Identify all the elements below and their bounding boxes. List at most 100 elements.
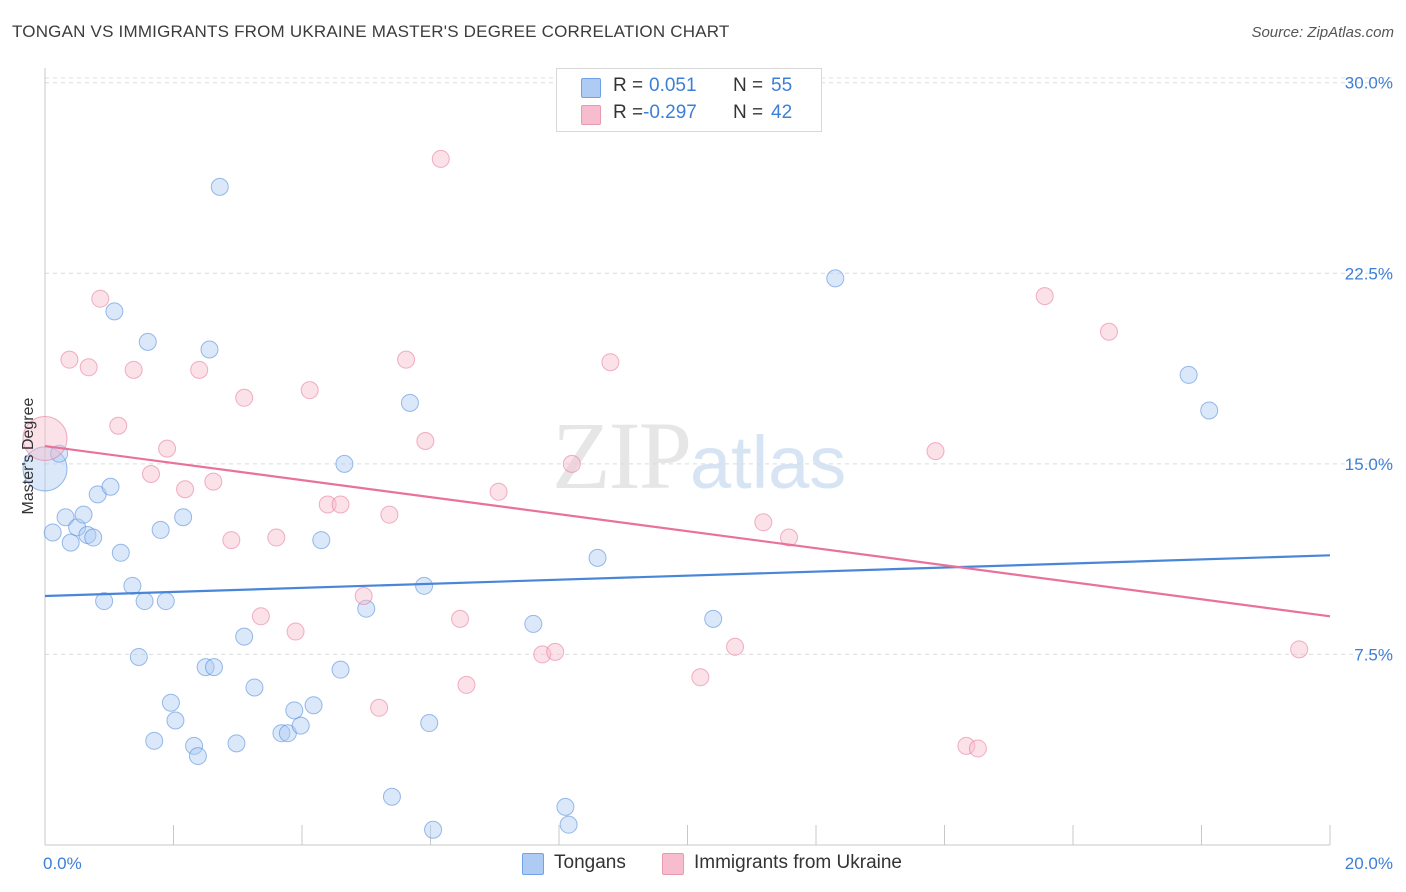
data-point (300, 381, 319, 400)
y-tick-label: 15.0% (1345, 455, 1393, 474)
data-point (95, 592, 114, 611)
data-point (1290, 640, 1309, 659)
trend-line-tongans (44, 554, 1331, 598)
data-point (245, 678, 264, 697)
data-point (291, 716, 310, 735)
data-point (726, 637, 745, 656)
data-point (559, 815, 578, 834)
data-point (156, 592, 175, 611)
watermark: ZIPatlas (552, 400, 846, 511)
data-point (286, 622, 305, 641)
data-point (335, 454, 354, 473)
legend-swatch-tongans (522, 853, 544, 875)
data-point (489, 482, 508, 501)
legend-label: Immigrants from Ukraine (694, 852, 902, 873)
data-point (318, 495, 337, 514)
legend-label: Tongans (554, 852, 626, 873)
r-label: R = (613, 102, 644, 123)
x-tick-label: 0.0% (43, 854, 82, 873)
data-point (601, 353, 620, 372)
data-point (222, 531, 241, 550)
data-point (826, 269, 845, 288)
series-ukraine-points (22, 149, 1309, 758)
n-label: N = (733, 102, 764, 123)
data-point (451, 609, 470, 628)
r-value: 0.051 (649, 75, 697, 96)
y-tick-labels: 7.5% 15.0% 22.5% 30.0% (1345, 74, 1393, 665)
series-tongans-points (22, 177, 1219, 839)
data-point (968, 739, 987, 758)
data-point (400, 393, 419, 412)
n-value: 55 (771, 75, 793, 96)
data-point (105, 302, 124, 321)
data-point (424, 820, 443, 839)
data-point (101, 477, 120, 496)
data-point (43, 523, 62, 542)
r-value: -0.297 (643, 102, 697, 123)
data-point (188, 747, 207, 766)
data-point (304, 696, 323, 715)
data-point (190, 360, 209, 379)
data-point (124, 360, 143, 379)
data-point (562, 454, 581, 473)
data-point (235, 627, 254, 646)
axes (44, 68, 1331, 846)
data-point (204, 472, 223, 491)
data-point (370, 698, 389, 717)
data-point (691, 668, 710, 687)
data-point (588, 548, 607, 567)
legend-swatch-ukraine (662, 853, 684, 875)
watermark-zip: ZIP (552, 402, 692, 509)
data-point (285, 701, 304, 720)
source-label: Source: ZipAtlas.com (1251, 24, 1394, 41)
data-point (1035, 287, 1054, 306)
data-point (204, 658, 223, 677)
data-point (546, 642, 565, 661)
data-point (416, 431, 435, 450)
data-point (380, 505, 399, 524)
y-tick-label: 7.5% (1354, 645, 1393, 664)
data-point (61, 533, 80, 552)
data-point (1099, 322, 1118, 341)
trend-lines (44, 444, 1331, 618)
data-point (60, 350, 79, 369)
data-point (251, 607, 270, 626)
legend: Tongans Immigrants from Ukraine (0, 850, 1406, 878)
data-point (312, 531, 331, 550)
data-point (161, 693, 180, 712)
data-point (926, 442, 945, 461)
stats-box: R = 0.051 N = 55 R = -0.297 N = 42 (556, 68, 822, 132)
x-tick-label: 20.0% (1345, 854, 1393, 873)
data-point (235, 388, 254, 407)
data-point (754, 513, 773, 532)
data-point (200, 340, 219, 359)
y-axis-label: Master's Degree (20, 397, 37, 514)
data-point (138, 332, 157, 351)
data-point (145, 731, 164, 750)
data-point (780, 528, 799, 547)
data-point (431, 149, 450, 168)
data-point (556, 797, 575, 816)
x-tick-labels: 0.0% 20.0% (43, 854, 1393, 873)
r-label: R = (613, 75, 644, 96)
data-point (91, 289, 110, 308)
data-point (158, 439, 177, 458)
data-point (704, 609, 723, 628)
data-point (415, 576, 434, 595)
trend-line-ukraine (44, 444, 1331, 618)
data-point (957, 736, 976, 755)
data-points (22, 149, 1309, 839)
y-tick-label: 22.5% (1345, 264, 1393, 283)
data-point (1200, 401, 1219, 420)
data-point (166, 711, 185, 730)
data-point (135, 592, 154, 611)
data-point (185, 736, 204, 755)
tongans-swatch (581, 78, 601, 98)
data-point (84, 528, 103, 547)
n-value: 42 (771, 102, 793, 123)
data-point (457, 675, 476, 694)
data-point (22, 415, 68, 461)
data-point (331, 495, 350, 514)
data-point (174, 508, 193, 527)
data-point (382, 787, 401, 806)
